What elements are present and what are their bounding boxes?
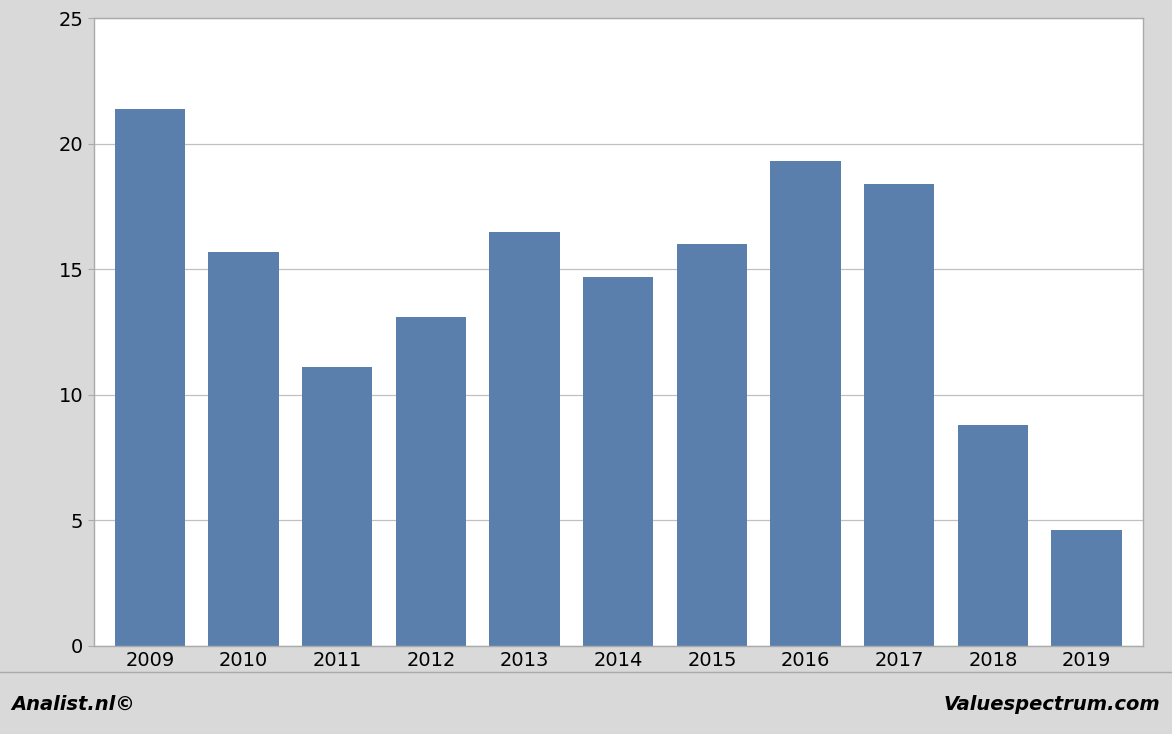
Bar [209,252,279,646]
Bar [864,184,934,646]
Bar [396,317,466,646]
Bar [302,367,373,646]
Bar [1051,531,1122,646]
Bar [676,244,747,646]
Bar [958,425,1028,646]
Bar [115,109,185,646]
Bar [584,277,653,646]
Text: Valuespectrum.com: Valuespectrum.com [943,695,1160,714]
Bar [770,161,840,646]
Bar [490,232,560,646]
Text: Analist.nl©: Analist.nl© [12,695,136,714]
